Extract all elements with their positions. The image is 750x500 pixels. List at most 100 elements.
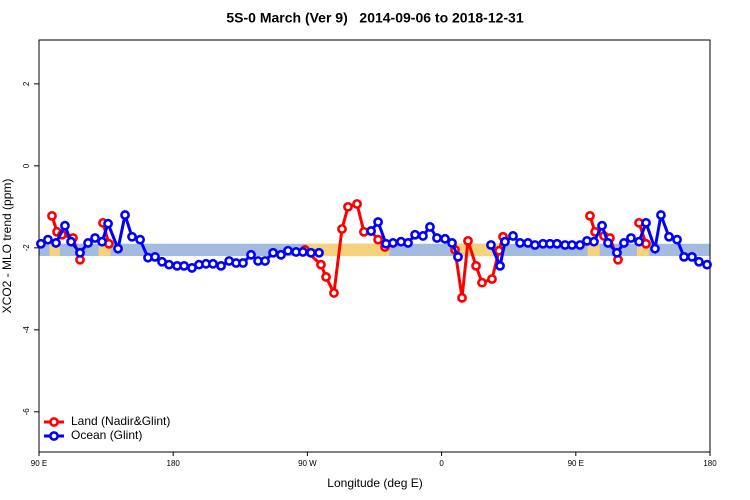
data-point — [51, 238, 61, 248]
data-point — [589, 236, 599, 247]
data-point — [463, 235, 473, 246]
data-point — [103, 218, 113, 229]
data-point — [457, 292, 467, 303]
data-point — [552, 238, 562, 249]
data-point — [447, 238, 457, 248]
data-point — [626, 233, 636, 243]
data-point — [453, 251, 463, 262]
land-band — [98, 243, 111, 257]
data-point — [495, 260, 505, 271]
data-point — [530, 240, 540, 250]
data-point — [216, 260, 226, 271]
data-point — [127, 231, 137, 242]
x-tick-label: 90 E — [568, 459, 584, 468]
data-point — [702, 259, 712, 270]
data-point — [418, 231, 428, 241]
data-point — [664, 231, 674, 242]
x-tick-label: 180 — [167, 459, 181, 468]
data-point — [679, 251, 689, 262]
y-tick-label: -4 — [22, 326, 31, 334]
data-point — [619, 238, 629, 248]
data-point — [425, 222, 435, 232]
data-point — [440, 233, 450, 244]
x-tick-label: 180 — [703, 459, 717, 468]
data-point — [66, 236, 76, 247]
data-point — [120, 210, 130, 220]
data-point — [268, 247, 279, 258]
data-point — [60, 220, 70, 231]
data-point — [36, 238, 46, 249]
data-point — [486, 240, 496, 250]
data-point — [603, 238, 613, 248]
data-point — [650, 243, 660, 254]
data-point — [208, 258, 218, 269]
data-point — [388, 238, 398, 248]
data-point — [515, 238, 525, 248]
data-point — [164, 259, 174, 270]
data-point — [403, 238, 413, 248]
data-point — [246, 249, 256, 260]
data-point — [329, 288, 339, 298]
data-point — [298, 247, 308, 257]
data-point — [687, 251, 697, 262]
data-point — [314, 247, 324, 258]
data-point — [373, 217, 383, 227]
data-point — [337, 224, 347, 234]
data-point — [276, 249, 286, 260]
data-point — [567, 240, 577, 250]
land-band — [587, 243, 600, 257]
data-point — [641, 217, 651, 228]
legend-marker — [49, 431, 59, 441]
data-point — [283, 245, 293, 256]
data-point — [113, 243, 123, 254]
data-point — [90, 233, 100, 243]
data-point — [597, 220, 607, 231]
data-point — [672, 234, 682, 245]
data-point — [316, 259, 326, 270]
chart-title: 5S-0 March (Ver 9) 2014-09-06 to 2018-12… — [226, 10, 523, 26]
data-point — [634, 236, 644, 247]
data-point — [366, 226, 376, 236]
data-point — [373, 234, 383, 245]
data-point — [500, 236, 510, 247]
y-tick-label: -2 — [22, 244, 31, 252]
data-point — [150, 251, 160, 262]
y-tick-label: 2 — [22, 81, 31, 86]
data-point — [135, 234, 145, 245]
legend-marker — [49, 417, 59, 427]
data-point — [471, 260, 481, 271]
data-point — [487, 274, 497, 284]
data-point — [410, 229, 420, 240]
data-point — [306, 247, 316, 258]
data-point — [43, 234, 53, 245]
land-band — [49, 243, 60, 257]
data-point — [47, 210, 57, 221]
data-point — [508, 231, 518, 241]
data-point — [97, 236, 107, 247]
x-axis-label: Longitude (deg E) — [327, 476, 422, 490]
land-band — [636, 243, 649, 257]
x-tick-label: 90 W — [298, 459, 317, 468]
data-point — [432, 233, 442, 243]
y-tick-label: 0 — [22, 163, 31, 168]
y-tick-label: -6 — [22, 408, 31, 416]
legend-label: Land (Nadir&Glint) — [71, 414, 170, 428]
data-point — [585, 210, 595, 221]
y-axis-label: XCO2 - MLO trend (ppm) — [0, 179, 14, 314]
data-point — [260, 256, 270, 266]
data-point — [656, 210, 666, 220]
data-point — [238, 258, 248, 268]
legend-label: Ocean (Glint) — [71, 428, 142, 442]
x-tick-label: 90 E — [31, 459, 47, 468]
data-point — [612, 247, 622, 258]
data-point — [694, 256, 704, 267]
data-point — [179, 260, 189, 271]
data-point — [321, 272, 331, 282]
data-point — [83, 238, 93, 248]
data-point — [575, 240, 585, 250]
data-point — [477, 277, 487, 288]
data-point — [352, 199, 362, 209]
x-tick-label: 0 — [439, 459, 444, 468]
data-point — [75, 247, 85, 258]
